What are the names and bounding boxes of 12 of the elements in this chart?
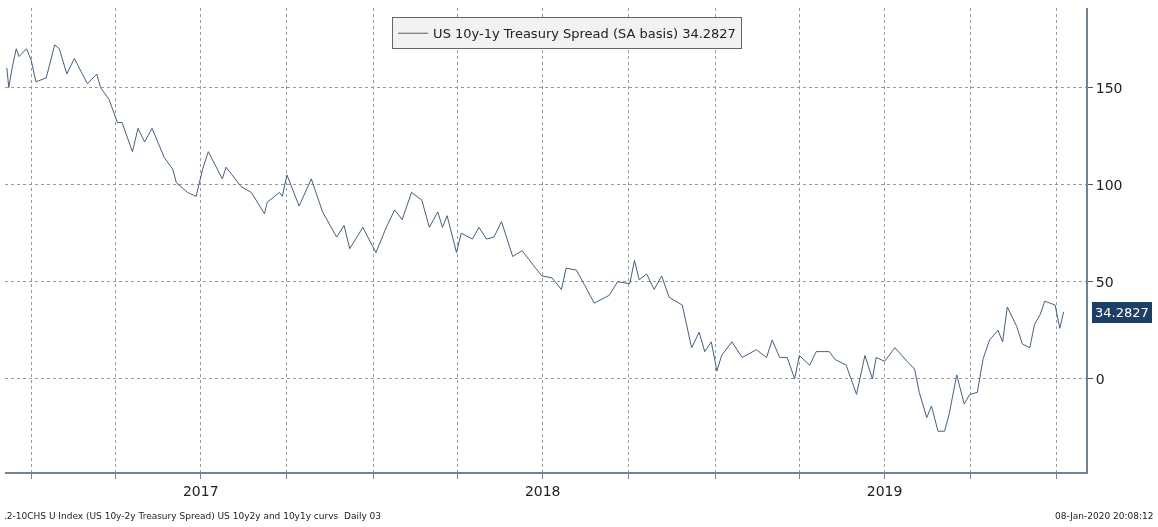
x-tick-label: 2019 [866, 482, 903, 499]
legend-label: US 10y-1y Treasury Spread (SA basis) 34.2827 [433, 26, 736, 42]
y-tick-label: 0 [1095, 370, 1105, 387]
x-tick-label: 2017 [182, 482, 219, 499]
x-tick-label: 2018 [524, 482, 561, 499]
text: 34.2827 [1095, 305, 1149, 320]
text: 08-Jan-2020 20:08:12 [1055, 511, 1154, 521]
text: .2-10CHS U Index (US 10y-2y Treasury Spread) US 10y2y and 10y1y curvs Daily 03 [4, 511, 382, 521]
y-tick-label: 100 [1095, 176, 1123, 193]
y-tick-label: 50 [1095, 273, 1114, 290]
y-tick-label: 150 [1095, 79, 1123, 96]
line-series [6, 44, 1065, 432]
